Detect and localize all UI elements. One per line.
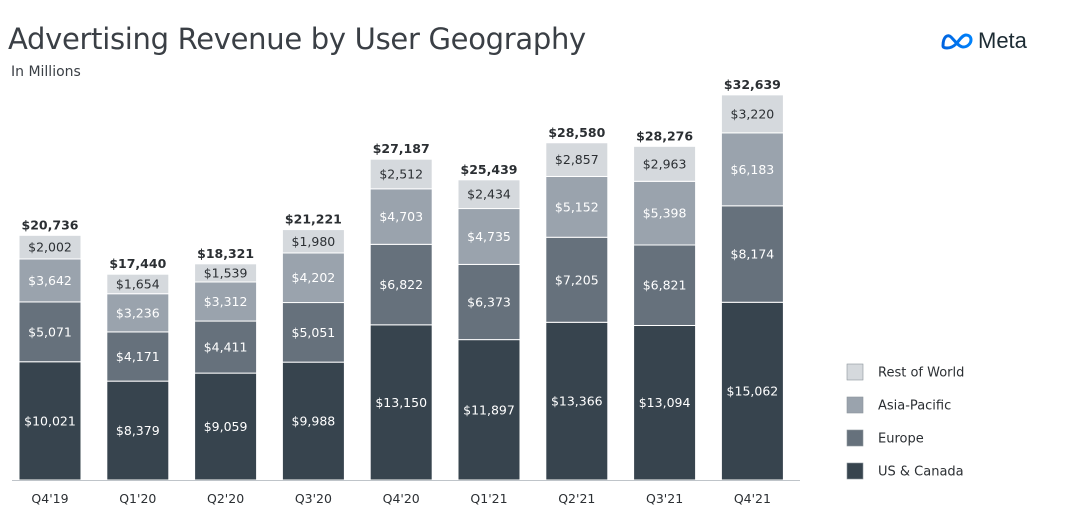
bar-segment	[18, 234, 82, 260]
bar-segment	[18, 258, 82, 303]
bar-segment	[194, 281, 258, 322]
chart-title: Advertising Revenue by User Geography	[8, 22, 586, 56]
segment-value-label: $6,373	[467, 295, 511, 310]
bar-segment	[281, 229, 345, 254]
chart-subtitle: In Millions	[11, 64, 81, 80]
bar-segment	[106, 293, 170, 333]
x-tick-label: Q2'21	[558, 491, 595, 506]
segment-value-label: $5,051	[292, 325, 336, 340]
segment-value-label: $7,205	[555, 272, 599, 287]
segment-value-label: $3,312	[204, 294, 248, 309]
segment-value-label: $2,434	[467, 187, 511, 202]
bar-segment	[633, 244, 697, 326]
segment-value-label: $4,202	[292, 270, 336, 285]
legend-swatch	[846, 462, 864, 480]
segment-value-label: $3,220	[731, 106, 775, 121]
bar-segment	[457, 339, 521, 481]
meta-logo: Meta	[940, 28, 1027, 54]
bar-segment	[106, 273, 170, 295]
bar-segment	[281, 252, 345, 304]
segment-value-label: $8,379	[116, 423, 160, 438]
segment-value-label: $6,821	[643, 278, 687, 293]
x-tick-label: Q3'20	[295, 491, 332, 506]
segment-value-label: $13,094	[639, 395, 691, 410]
segment-value-label: $3,236	[116, 305, 160, 320]
segment-value-label: $10,021	[24, 413, 76, 428]
x-tick-label: Q3'21	[646, 491, 683, 506]
bar-segment	[720, 94, 784, 134]
bar-segment	[194, 320, 258, 374]
bar-segment	[457, 208, 521, 265]
segment-value-label: $4,411	[204, 340, 248, 355]
bar-total-label: $18,321	[197, 246, 254, 261]
segment-value-label: $5,152	[555, 199, 599, 214]
bar-total-label: $28,580	[548, 125, 605, 140]
segment-value-label: $2,002	[28, 240, 72, 255]
segment-value-label: $1,539	[204, 265, 248, 280]
segment-value-label: $4,703	[379, 209, 423, 224]
bar-total-label: $27,187	[373, 141, 430, 156]
segment-value-label: $9,988	[292, 414, 336, 429]
bar-total-label: $28,276	[636, 128, 693, 143]
segment-value-label: $5,398	[643, 206, 687, 221]
bar-segment	[369, 188, 433, 245]
bar-segment	[106, 331, 170, 382]
segment-value-label: $2,857	[555, 152, 599, 167]
segment-value-label: $5,071	[28, 324, 72, 339]
legend-label: Asia-Pacific	[878, 399, 951, 414]
bar-segment	[369, 158, 433, 190]
segment-value-label: $13,150	[375, 395, 427, 410]
bar-segment	[545, 236, 609, 323]
segment-value-label: $15,062	[727, 384, 779, 399]
bar-segment	[281, 361, 345, 481]
bar-segment	[545, 175, 609, 238]
x-tick-label: Q4'20	[383, 491, 420, 506]
meta-logo-text: Meta	[978, 28, 1027, 53]
legend-label: US & Canada	[878, 465, 964, 480]
x-tick-label: Q4'19	[31, 491, 68, 506]
bar-segment	[457, 263, 521, 341]
bar-segment	[545, 142, 609, 177]
bar-total-label: $20,736	[22, 217, 79, 232]
bar-total-label: $17,440	[109, 256, 166, 271]
bar-segment	[545, 321, 609, 481]
bar-total-label: $21,221	[285, 212, 342, 227]
bar-segment	[633, 145, 697, 182]
bar-segment	[633, 180, 697, 246]
x-tick-label: Q1'21	[470, 491, 507, 506]
segment-value-label: $2,963	[643, 156, 687, 171]
meta-infinity-icon	[941, 33, 973, 50]
segment-value-label: $4,735	[467, 229, 511, 244]
segment-value-label: $1,654	[116, 276, 160, 291]
bar-segment	[18, 301, 82, 363]
bar-total-label: $25,439	[461, 162, 518, 177]
segment-value-label: $1,980	[292, 234, 336, 249]
bar-total-label: $32,639	[724, 77, 781, 92]
x-tick-label: Q4'21	[734, 491, 771, 506]
segment-value-label: $6,183	[731, 162, 775, 177]
segment-value-label: $2,512	[379, 167, 423, 182]
x-tick-label: Q1'20	[119, 491, 156, 506]
bar-segment	[457, 179, 521, 210]
legend-label: Europe	[878, 432, 924, 447]
segment-value-label: $11,897	[463, 402, 515, 417]
segment-value-label: $4,171	[116, 349, 160, 364]
segment-value-label: $6,822	[379, 277, 423, 292]
legend-swatch	[846, 363, 864, 381]
bar-segment	[369, 243, 433, 326]
bar-segment	[633, 324, 697, 481]
segment-value-label: $9,059	[204, 419, 248, 434]
segment-value-label: $8,174	[731, 247, 775, 262]
segment-value-label: $3,642	[28, 273, 72, 288]
segment-value-label: $13,366	[551, 394, 603, 409]
legend-label: Rest of World	[878, 366, 964, 381]
x-tick-label: Q2'20	[207, 491, 244, 506]
bar-segment	[720, 205, 784, 303]
bar-segment	[194, 263, 258, 283]
bar-segment	[720, 132, 784, 207]
legend-swatch	[846, 396, 864, 414]
legend-swatch	[846, 429, 864, 447]
